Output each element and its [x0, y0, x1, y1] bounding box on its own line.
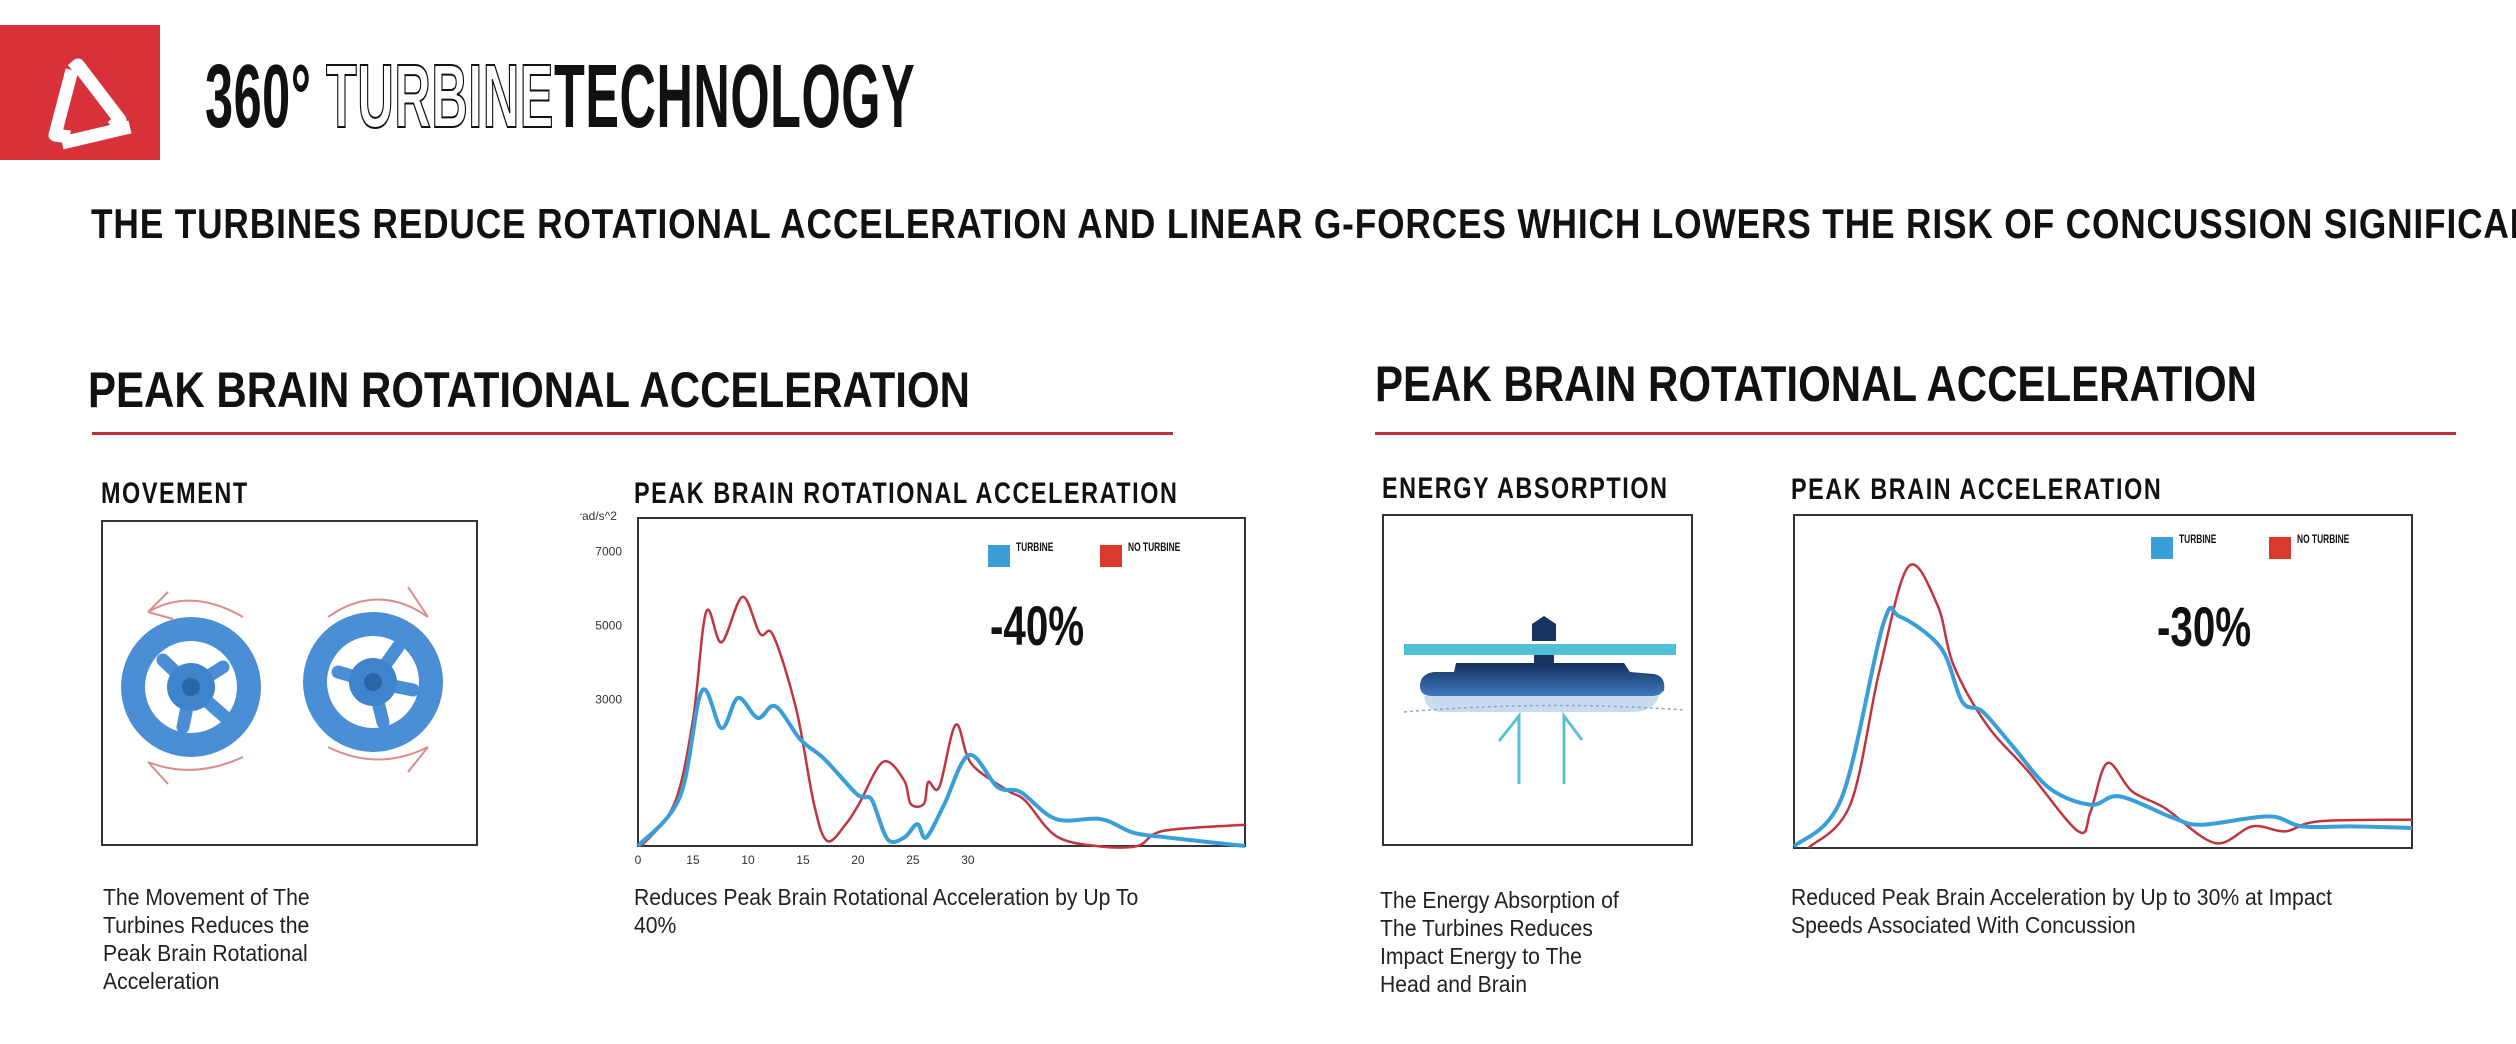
- movement-title: MOVEMENT: [101, 477, 249, 510]
- title-technology: TECHNOLOGY: [553, 47, 916, 147]
- turbine-right: [303, 586, 443, 773]
- chart1-xtick-label: 15: [686, 853, 700, 867]
- chart2-reduction-label: -30%: [2157, 595, 2252, 658]
- chart1-title: PEAK BRAIN ROTATIONAL ACCELERATION: [634, 477, 1179, 510]
- page-title: 360° TURBINETECHNOLOGY: [205, 51, 915, 143]
- chart1-plot: 3000 5000 7000 0 15 10 15 20 25 30 rad/s^2: [578, 509, 1246, 867]
- chart1-ytick-label: 7000: [595, 544, 622, 558]
- chart1-caption: Reduces Peak Brain Rotational Accelerati…: [634, 884, 1139, 938]
- chart1: 3000 5000 7000 0 15 10 15 20 25 30 rad/s^2 TURBINE…: [578, 505, 1250, 880]
- chart1-ytick-label: 3000: [595, 693, 622, 707]
- energy-absorption-title: ENERGY ABSORPTION: [1382, 472, 1669, 505]
- subtitle: THE TURBINES REDUCE ROTATIONAL ACCELERAT…: [91, 200, 2516, 247]
- right-section-divider: [1375, 432, 2456, 435]
- left-section-divider: [92, 432, 1173, 435]
- chart1-ytick-label: 5000: [595, 618, 622, 632]
- chart2-legend-turbine: TURBINE: [2179, 532, 2217, 546]
- energy-absorption-illustration: [1382, 514, 1693, 846]
- title-turbine: TURBINE: [325, 47, 554, 147]
- chart1-legend-turbine-swatch: [988, 545, 1010, 567]
- brand-logo: [0, 25, 160, 160]
- chart1-xtick-label: 30: [961, 853, 975, 867]
- turbine-left: [121, 591, 261, 785]
- chart1-legend-no-turbine: NO TURBINE: [1128, 540, 1181, 554]
- chart1-xtick-label: 15: [796, 853, 810, 867]
- title-360: 360°: [205, 47, 312, 147]
- movement-illustration: [101, 520, 478, 846]
- chart2-plot: [1792, 514, 2413, 849]
- left-section-heading: PEAK BRAIN ROTATIONAL ACCELERATION: [88, 362, 970, 418]
- impact-absorption-icon: [1403, 616, 1685, 784]
- chart1-xtick-label: 25: [906, 853, 920, 867]
- chart1-reduction-label: -40%: [990, 594, 1085, 657]
- turbine-rotation-icon: [121, 586, 443, 785]
- chart1-xtick-label: 0: [635, 853, 642, 867]
- chart1-series-turbine: [636, 687, 1246, 848]
- right-section-heading: PEAK BRAIN ROTATIONAL ACCELERATION: [1375, 356, 2257, 412]
- chart2-legend-turbine-swatch: [2151, 537, 2173, 559]
- chart1-plot-frame: [637, 517, 1246, 847]
- chart2-caption: Reduced Peak Brain Acceleration by Up to…: [1791, 884, 2333, 938]
- chart2-series-turbine: [1792, 605, 2413, 848]
- chart1-y-axis-label: rad/s^2: [580, 509, 617, 523]
- chart1-legend-no-turbine-swatch: [1100, 545, 1122, 567]
- chart2-plot-frame: [1793, 514, 2413, 849]
- chart1-legend-turbine: TURBINE: [1016, 540, 1054, 554]
- chart2-title: PEAK BRAIN ACCELERATION: [1791, 473, 2163, 506]
- chart2-legend-no-turbine: NO TURBINE: [2297, 532, 2350, 546]
- chart1-xtick-label: 20: [851, 853, 865, 867]
- energy-absorption-caption: The Energy Absorption of The Turbines Re…: [1380, 887, 1619, 997]
- chart1-series-no-turbine: [640, 595, 1246, 849]
- chart1-xtick-label: 10: [741, 853, 755, 867]
- triangle-logo-icon: [48, 58, 132, 150]
- movement-caption: The Movement of The Turbines Reduces the…: [103, 884, 310, 994]
- chart2: TURBINE NO TURBINE -30%: [1792, 514, 2413, 850]
- chart2-legend-no-turbine-swatch: [2269, 537, 2291, 559]
- chart2-series-no-turbine: [1807, 563, 2413, 849]
